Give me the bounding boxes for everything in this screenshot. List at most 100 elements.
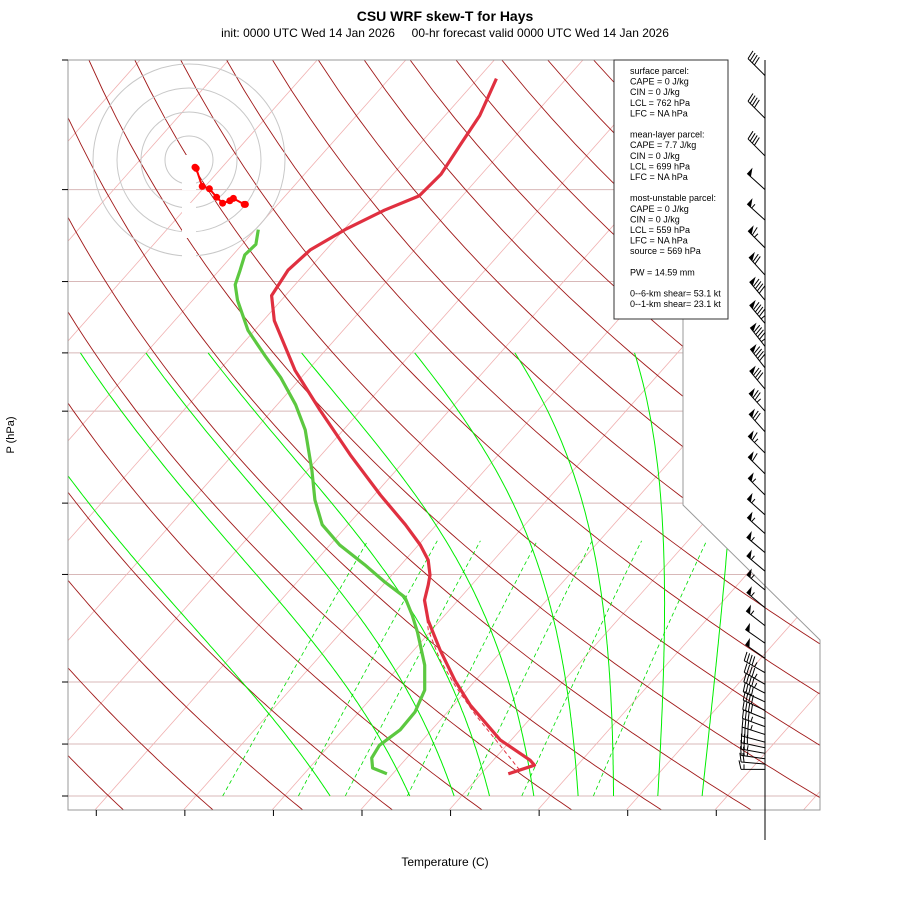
barb-half-flag <box>754 438 759 443</box>
wind-barb <box>749 299 766 324</box>
mixing-ratio-line <box>344 540 481 797</box>
wind-barb <box>746 167 766 190</box>
barb-pennant <box>746 604 752 615</box>
info-box-frame <box>613 59 729 320</box>
barb-flag <box>746 653 751 663</box>
barb-staff <box>747 138 766 157</box>
info-line: 0--6-km shear= 53.1 kt <box>630 289 721 299</box>
barb-flag <box>757 350 764 359</box>
barb-half-flag <box>754 662 758 667</box>
wind-barb <box>747 225 766 249</box>
mixing-ratio-line <box>222 540 369 797</box>
barb-flag <box>739 752 742 763</box>
hodograph-point <box>241 200 249 208</box>
info-line: mean-layer parcel: <box>630 130 705 140</box>
barb-pennant <box>746 549 752 560</box>
barb-flag <box>751 432 758 441</box>
barb-flag <box>748 654 753 664</box>
wind-barb <box>748 251 766 276</box>
isotherm <box>68 60 672 810</box>
dry-adiabat <box>730 60 820 810</box>
barb-flag <box>757 329 764 338</box>
wind-barb <box>745 622 766 644</box>
hodograph-point <box>198 182 206 190</box>
barb-flag <box>753 137 760 146</box>
barb-flag <box>756 283 764 292</box>
barb-flag <box>755 348 763 357</box>
barb-half-flag <box>760 315 766 320</box>
moist-adiabat <box>68 352 331 797</box>
barb-flag <box>758 308 766 317</box>
barb-staff <box>741 754 766 760</box>
barb-staff <box>746 536 766 554</box>
x-axis-label: Temperature (C) <box>401 855 488 869</box>
barb-flag <box>753 56 760 66</box>
dry-adiabat <box>68 60 755 810</box>
info-line: CAPE = 0 J/kg <box>630 77 689 87</box>
wind-barb <box>747 472 766 496</box>
info-line: LFC = NA hPa <box>630 172 688 182</box>
barb-staff <box>741 742 766 749</box>
wind-barb <box>747 93 766 119</box>
info-line: LFC = NA hPa <box>630 108 688 118</box>
barb-half-flag <box>751 478 757 483</box>
mixing-ratio-line <box>521 540 642 797</box>
barb-flag <box>751 135 758 144</box>
barb-flag <box>745 674 750 684</box>
barb-staff <box>748 413 766 433</box>
mixing-ratio-line <box>298 540 438 797</box>
barb-flag <box>747 719 750 729</box>
barb-pennant <box>748 472 754 482</box>
ring-label-bg <box>182 155 196 166</box>
y-axis-label: P (hPa) <box>5 416 17 453</box>
info-line: CAPE = 0 J/kg <box>630 204 689 214</box>
barb-pennant <box>745 637 750 648</box>
barb-pennant <box>748 387 755 398</box>
barb-half-flag <box>756 398 762 403</box>
barb-flag <box>751 227 758 236</box>
dry-adiabat <box>68 60 575 810</box>
hodograph-point <box>229 194 237 202</box>
wind-barb <box>746 511 766 534</box>
barb-staff <box>746 203 766 221</box>
dry-adiabat <box>363 60 820 810</box>
barb-staff <box>745 644 766 659</box>
barb-pennant <box>749 299 756 309</box>
barb-flag <box>744 710 747 720</box>
barb-pennant <box>746 531 752 541</box>
barb-flag <box>752 389 759 399</box>
barb-flag <box>747 702 751 712</box>
info-line: LFC = NA hPa <box>630 236 688 246</box>
barb-pennant <box>748 430 754 440</box>
dry-adiabat <box>134 60 820 810</box>
dry-adiabat <box>776 60 820 810</box>
barb-flag <box>747 50 754 59</box>
wind-barb <box>745 604 766 627</box>
wind-barb <box>749 276 766 301</box>
barb-flag <box>756 306 764 315</box>
barb-flag <box>753 367 760 376</box>
barb-flag <box>753 324 761 333</box>
barb-flag <box>745 683 749 694</box>
wind-barb <box>746 492 766 516</box>
barb-flag <box>754 392 761 401</box>
barb-pennant <box>748 251 755 261</box>
barb-pennant <box>747 198 753 208</box>
dewpoint-line <box>233 229 427 776</box>
barb-staff <box>746 574 766 591</box>
temperature-line <box>270 77 537 776</box>
dry-adiabat <box>869 60 900 812</box>
wind-barbs <box>738 50 766 840</box>
barb-half-flag <box>750 716 754 722</box>
barb-half-flag <box>754 233 759 238</box>
barb-staff <box>741 735 766 743</box>
barb-pennant <box>749 365 756 375</box>
mixing-ratio-line <box>467 540 593 797</box>
wind-barb <box>743 672 766 694</box>
dry-adiabat <box>823 60 900 812</box>
barb-pennant <box>746 568 752 578</box>
isotherm <box>625 60 820 810</box>
barb-flag <box>738 760 742 770</box>
info-line: CIN = 0 J/kg <box>630 151 680 161</box>
